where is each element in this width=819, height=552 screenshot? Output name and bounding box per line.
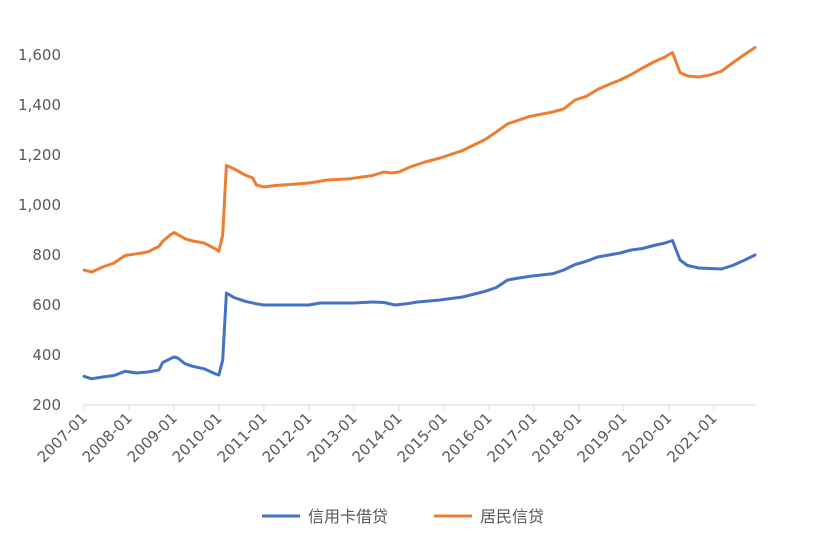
y-tick-label: 200 bbox=[32, 396, 61, 414]
series-line bbox=[82, 239, 757, 381]
y-tick-label: 800 bbox=[32, 246, 61, 264]
y-tick-label: 1,600 bbox=[18, 46, 61, 64]
y-tick-label: 1,400 bbox=[18, 96, 61, 114]
legend-label: 居民信贷 bbox=[480, 507, 544, 526]
x-tick-label: 2021-01 bbox=[664, 409, 721, 466]
legend-label: 信用卡借贷 bbox=[308, 507, 388, 526]
series-line bbox=[82, 46, 757, 274]
y-axis-labels: 200 400 600 800 1,000 1,200 1,400 1,600 bbox=[18, 46, 61, 414]
series-lines bbox=[82, 46, 757, 381]
y-tick-label: 400 bbox=[32, 346, 61, 364]
x-axis: 2007-012008-012009-012010-012011-012012-… bbox=[34, 404, 755, 466]
legend: 信用卡借贷 居民信贷 bbox=[262, 507, 544, 526]
y-tick-label: 1,000 bbox=[18, 196, 61, 214]
y-tick-label: 600 bbox=[32, 296, 61, 314]
y-tick-label: 1,200 bbox=[18, 146, 61, 164]
